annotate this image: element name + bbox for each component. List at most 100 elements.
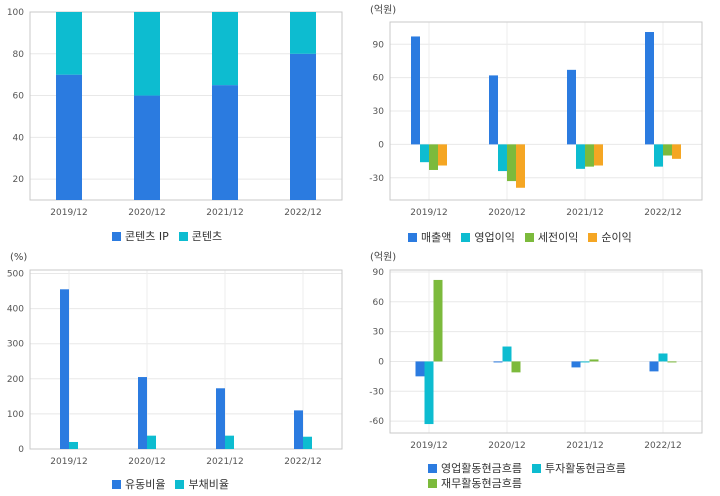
bar-영업이익 [576,144,585,169]
bar-영업활동현금흐름 [649,361,659,372]
legend-label: 유동비율 [125,478,166,491]
bar-영업이익 [420,144,429,163]
bar-재무활동현금흐름 [667,361,677,363]
legend-swatch [461,233,471,242]
y-tick-label: 60 [373,298,385,308]
bar-재무활동현금흐름 [511,361,521,373]
legend-item: 콘텐츠 [178,228,223,244]
legend-label: 투자활동현금흐름 [544,462,626,475]
chart-svg: 20 40 60 80 100 2019/12 2020/12 2021/12 2022/12 [7,8,343,218]
y-tick-label: 40 [13,133,25,143]
legend-label: 재무활동현금흐름 [441,477,522,490]
bar-부채비율 [69,441,78,449]
bar-영업이익 [498,144,507,172]
chart-svg: (%) 0 100 200 300 400 500 2019/12 2020/12 2021/12… [7,252,343,467]
legend-swatch [112,480,121,489]
legend-swatch [428,464,437,473]
plot-frame [29,269,343,450]
x-tick-label: 2020/12 [488,208,525,218]
y-tick-label: 30 [373,107,385,117]
y-tick-label: -30 [369,387,384,397]
bar-콘텐츠 [56,12,82,75]
legend-item: 투자활동현금흐름 [531,461,626,476]
x-tick-label: 2020/12 [128,457,165,467]
bar-순이익 [438,144,447,166]
bar-부채비율 [147,435,156,449]
plot-frame [389,269,703,434]
x-tick-label: 2021/12 [206,208,243,218]
y-tick-label: 300 [7,340,24,350]
legend-swatch [531,464,541,473]
bar-세전이익 [585,144,594,167]
chart-legend: 영업활동현금흐름 투자활동현금흐름재무활동현금흐름 [428,461,668,491]
plot-frame [29,11,343,201]
legend-item: 영업활동현금흐름 [428,461,522,476]
legend-item: 재무활동현금흐름 [428,476,522,491]
legend-label: 콘텐츠 IP [125,230,169,243]
y-tick-label: 200 [7,375,24,385]
legend-label: 콘텐츠 [191,230,223,243]
y-tick-label: 60 [13,92,25,102]
x-tick-label: 2019/12 [410,208,447,218]
chart-panel-cashflow: (억원) -60 -30 0 30 60 90 2019/12 2020/12 2021/12 20… [360,248,720,496]
chart-legend: 매출액 영업이익 세전이익 순이익 [408,229,642,245]
bar-콘텐츠 IP [134,95,160,200]
x-tick-label: 2022/12 [644,208,681,218]
y-tick-label: 400 [7,305,24,315]
x-tick-label: 2022/12 [284,457,321,467]
bar-영업활동현금흐름 [571,361,581,368]
x-tick-label: 2019/12 [50,208,87,218]
bar-투자활동현금흐름 [658,353,668,362]
bar-매출액 [645,32,654,145]
bar-콘텐츠 [134,12,160,96]
legend-label: 부채비율 [188,478,229,491]
bar-재무활동현금흐름 [589,359,599,362]
bar-영업이익 [654,144,663,167]
bar-투자활동현금흐름 [580,361,590,363]
bar-유동비율 [138,377,147,449]
legend-label: 영업활동현금흐름 [441,462,522,475]
bar-유동비율 [216,388,225,449]
chart-svg: (억원) -30 0 30 60 90 2019/12 2020/12 2021/12 2022/… [369,4,703,218]
legend-label: 세전이익 [537,231,579,244]
y-tick-label: 20 [13,175,25,185]
bar-투자활동현금흐름 [502,346,512,362]
x-tick-label: 2021/12 [206,457,243,467]
y-tick-label: 80 [13,50,25,60]
bar-순이익 [594,144,603,166]
bar-유동비율 [294,410,303,449]
legend-label: 순이익 [601,231,632,244]
y-tick-label: 90 [373,40,385,50]
bar-콘텐츠 IP [212,85,238,200]
y-tick-label: -60 [369,417,384,427]
chart-panel-income: (억원) -30 0 30 60 90 2019/12 2020/12 2021/12 2022/… [360,0,720,248]
legend-swatch [588,233,598,242]
x-tick-label: 2022/12 [284,208,321,218]
bar-콘텐츠 [290,12,316,54]
legend-swatch [175,480,185,489]
bar-세전이익 [507,144,516,182]
legend-item: 세전이익 [524,229,579,245]
legend-label: 매출액 [421,231,452,244]
bar-콘텐츠 [212,12,238,86]
chart-legend: 유동비율 부채비율 [112,476,239,492]
y-tick-label: 60 [373,74,385,84]
bar-세전이익 [663,144,672,156]
legend-swatch [524,233,534,242]
bar-매출액 [411,36,420,145]
x-tick-label: 2019/12 [410,441,447,451]
y-tick-label: 90 [373,268,385,278]
legend-item: 유동비율 [112,476,165,492]
x-tick-label: 2021/12 [566,208,603,218]
y-tick-label: -30 [369,174,384,184]
y-tick-label: 500 [7,270,24,280]
x-tick-label: 2020/12 [128,208,165,218]
unit-label: (억원) [370,4,396,16]
y-tick-label: 0 [378,357,384,367]
bar-매출액 [489,75,498,145]
bar-유동비율 [60,289,69,449]
legend-item: 순이익 [588,229,632,245]
bar-영업활동현금흐름 [415,361,425,377]
legend-swatch [408,233,417,242]
x-tick-label: 2019/12 [50,457,87,467]
